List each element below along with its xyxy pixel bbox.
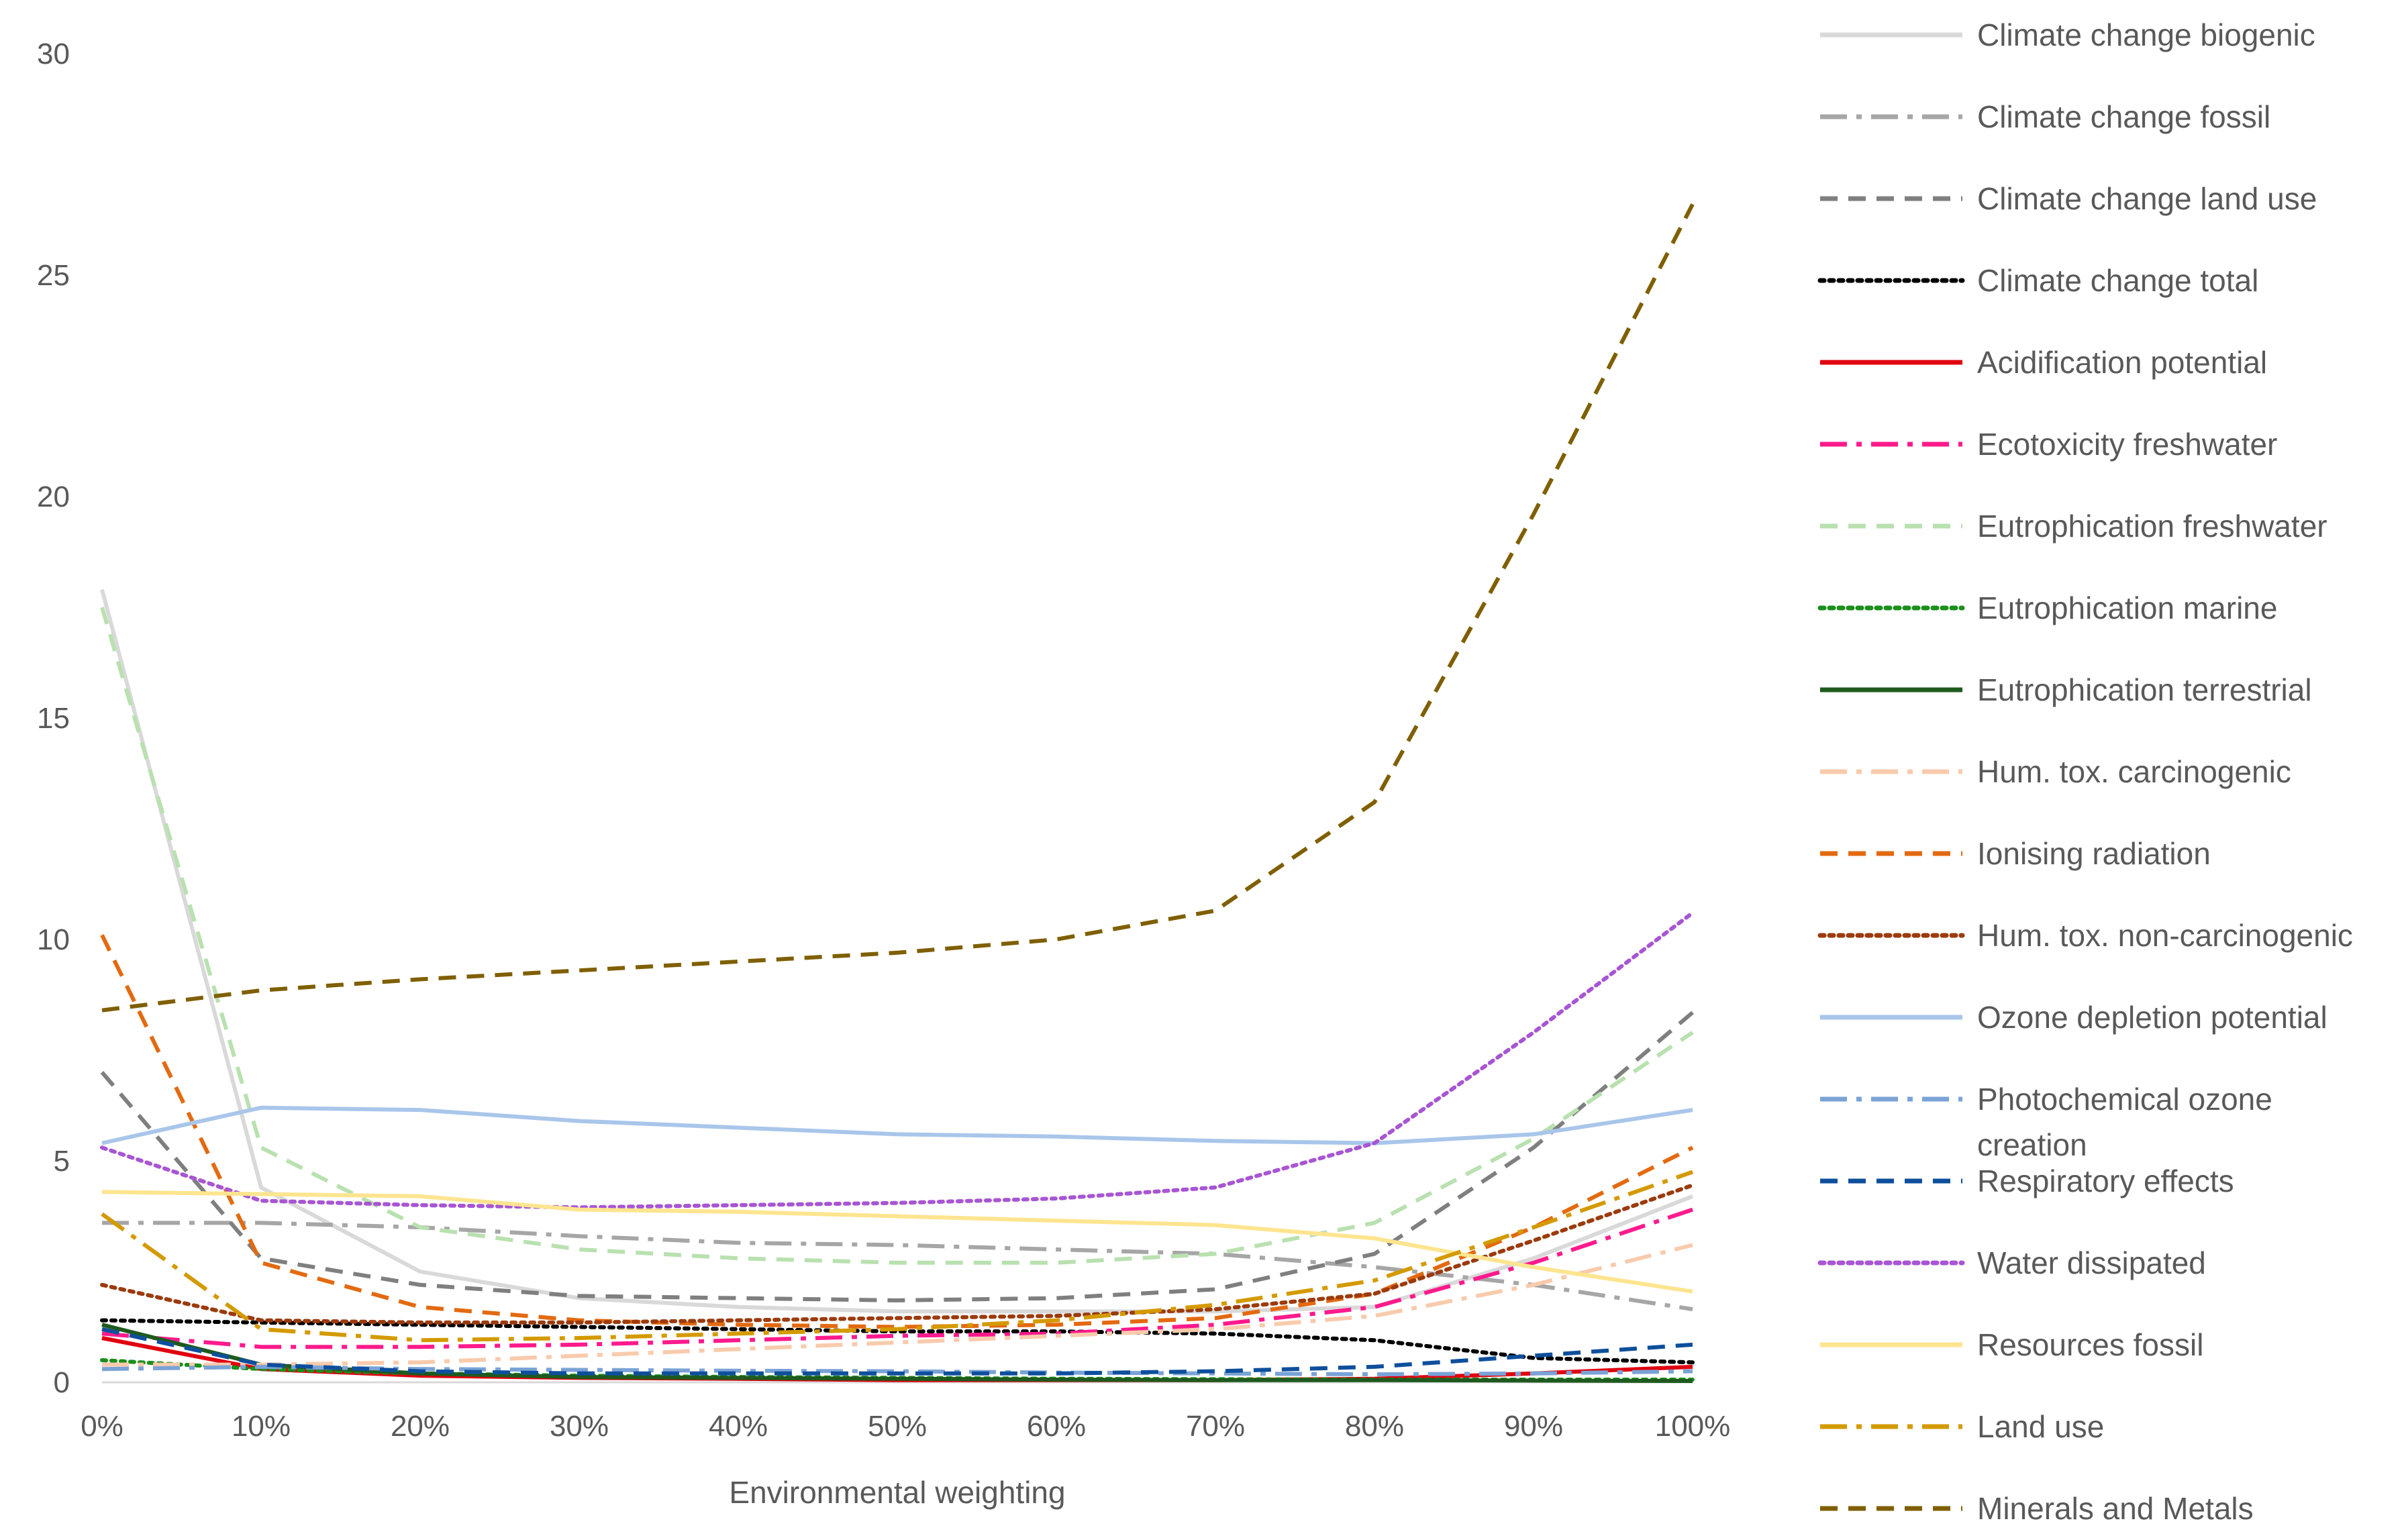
y-axis: 0 5 10 15 20 25 30 <box>37 38 70 1399</box>
x-tick-label: 70% <box>1186 1410 1245 1443</box>
series-line-climate-change-land-use <box>100 1011 1694 1302</box>
legend-label: Ozone depletion potential <box>1977 1000 2327 1035</box>
legend-item: Ozone depletion potential <box>1820 1000 2327 1035</box>
series-line-climate-change-fossil <box>102 1221 1693 1312</box>
legend-item: Climate change land use <box>1820 181 2317 216</box>
legend-label-line: creation <box>1977 1127 2087 1162</box>
legend-item: Water dissipated <box>1817 1245 2206 1280</box>
legend-item: Acidification potential <box>1820 345 2267 380</box>
series-line-climate-change-total <box>100 1318 1695 1365</box>
legend-label: Ecotoxicity freshwater <box>1977 427 2277 462</box>
y-tick-label: 10 <box>37 923 70 956</box>
legend-label: Climate change land use <box>1977 181 2317 216</box>
series-line-resources-fossil <box>101 1190 1693 1294</box>
legend-item: Resources fossil <box>1820 1327 2203 1362</box>
legend-item: Photochemical ozone creation <box>1820 1082 2272 1162</box>
x-tick-label: 50% <box>868 1410 927 1443</box>
plot-area <box>100 203 1695 1383</box>
legend-item: Eutrophication freshwater <box>1820 509 2327 544</box>
legend-label: Eutrophication marine <box>1977 591 2277 625</box>
series-line-minerals-and-metals <box>101 203 1695 1013</box>
series-line-water-dissipated <box>100 911 1695 1210</box>
legend-item: Hum. tox. carcinogenic <box>1820 754 2291 789</box>
legend-item: Land use <box>1820 1409 2104 1444</box>
x-tick-label: 80% <box>1345 1410 1404 1443</box>
legend-item: Minerals and Metals <box>1820 1491 2254 1526</box>
series-line-land-use <box>101 1170 1693 1343</box>
legend-item: Eutrophication marine <box>1817 591 2277 625</box>
series-line-hum-tox-carcinogenic <box>102 1243 1693 1367</box>
legend-label: Ionising radiation <box>1977 836 2211 871</box>
legend-item: Hum. tox. non-carcinogenic <box>1817 918 2353 953</box>
x-tick-label: 40% <box>709 1410 768 1443</box>
legend-label: Photochemical ozone creation <box>1977 1082 2272 1162</box>
x-tick-label: 60% <box>1027 1410 1086 1443</box>
series-line-eutrophication-freshwater <box>100 607 1694 1265</box>
legend-item: Climate change total <box>1817 263 2258 298</box>
y-tick-label: 5 <box>54 1145 70 1178</box>
legend-item: Ionising radiation <box>1820 836 2211 871</box>
x-tick-label: 30% <box>550 1410 609 1443</box>
legend-label: Resources fossil <box>1977 1327 2203 1362</box>
y-tick-label: 15 <box>37 702 70 735</box>
x-tick-label: 100% <box>1655 1410 1731 1443</box>
y-tick-label: 20 <box>37 480 70 513</box>
legend-label: Eutrophication terrestrial <box>1977 672 2312 707</box>
legend-label-line: Photochemical ozone <box>1977 1082 2272 1117</box>
legend-item: Ecotoxicity freshwater <box>1820 427 2277 462</box>
legend: Climate change biogenic Climate change fo… <box>1817 17 2353 1526</box>
legend-item: Climate change fossil <box>1820 99 2270 134</box>
x-axis-title: Environmental weighting <box>729 1475 1065 1510</box>
y-tick-label: 30 <box>37 38 70 70</box>
legend-label: Respiratory effects <box>1977 1164 2234 1198</box>
legend-label: Climate change total <box>1977 263 2258 298</box>
x-axis: 0% 10% 20% 30% 40% 50% 60% 70% 80% 90% 100% <box>81 1381 1731 1443</box>
legend-item: Eutrophication terrestrial <box>1820 672 2312 707</box>
x-tick-label: 0% <box>81 1410 123 1443</box>
series-line-ecotoxicity-freshwater <box>101 1207 1693 1349</box>
series-line-respiratory-effects <box>101 1327 1693 1376</box>
y-tick-label: 0 <box>54 1366 70 1399</box>
legend-label: Acidification potential <box>1977 345 2267 380</box>
y-tick-label: 25 <box>37 259 70 292</box>
legend-label: Climate change fossil <box>1977 99 2270 134</box>
x-tick-label: 10% <box>232 1410 291 1443</box>
legend-item: Respiratory effects <box>1820 1164 2234 1198</box>
series-line-ozone-depletion-potential <box>101 1105 1693 1145</box>
legend-label: Climate change biogenic <box>1977 17 2315 52</box>
series-line-hum-tox-non-carcinogenic <box>100 1183 1695 1325</box>
legend-label: Eutrophication freshwater <box>1977 509 2327 544</box>
legend-label: Water dissipated <box>1977 1245 2206 1280</box>
legend-label: Minerals and Metals <box>1977 1491 2254 1526</box>
legend-label: Hum. tox. non-carcinogenic <box>1977 918 2353 953</box>
x-tick-label: 90% <box>1504 1410 1563 1443</box>
legend-label: Land use <box>1977 1409 2104 1444</box>
legend-item: Climate change biogenic <box>1820 17 2315 52</box>
x-tick-label: 20% <box>391 1410 450 1443</box>
legend-label: Hum. tox. carcinogenic <box>1977 754 2291 789</box>
